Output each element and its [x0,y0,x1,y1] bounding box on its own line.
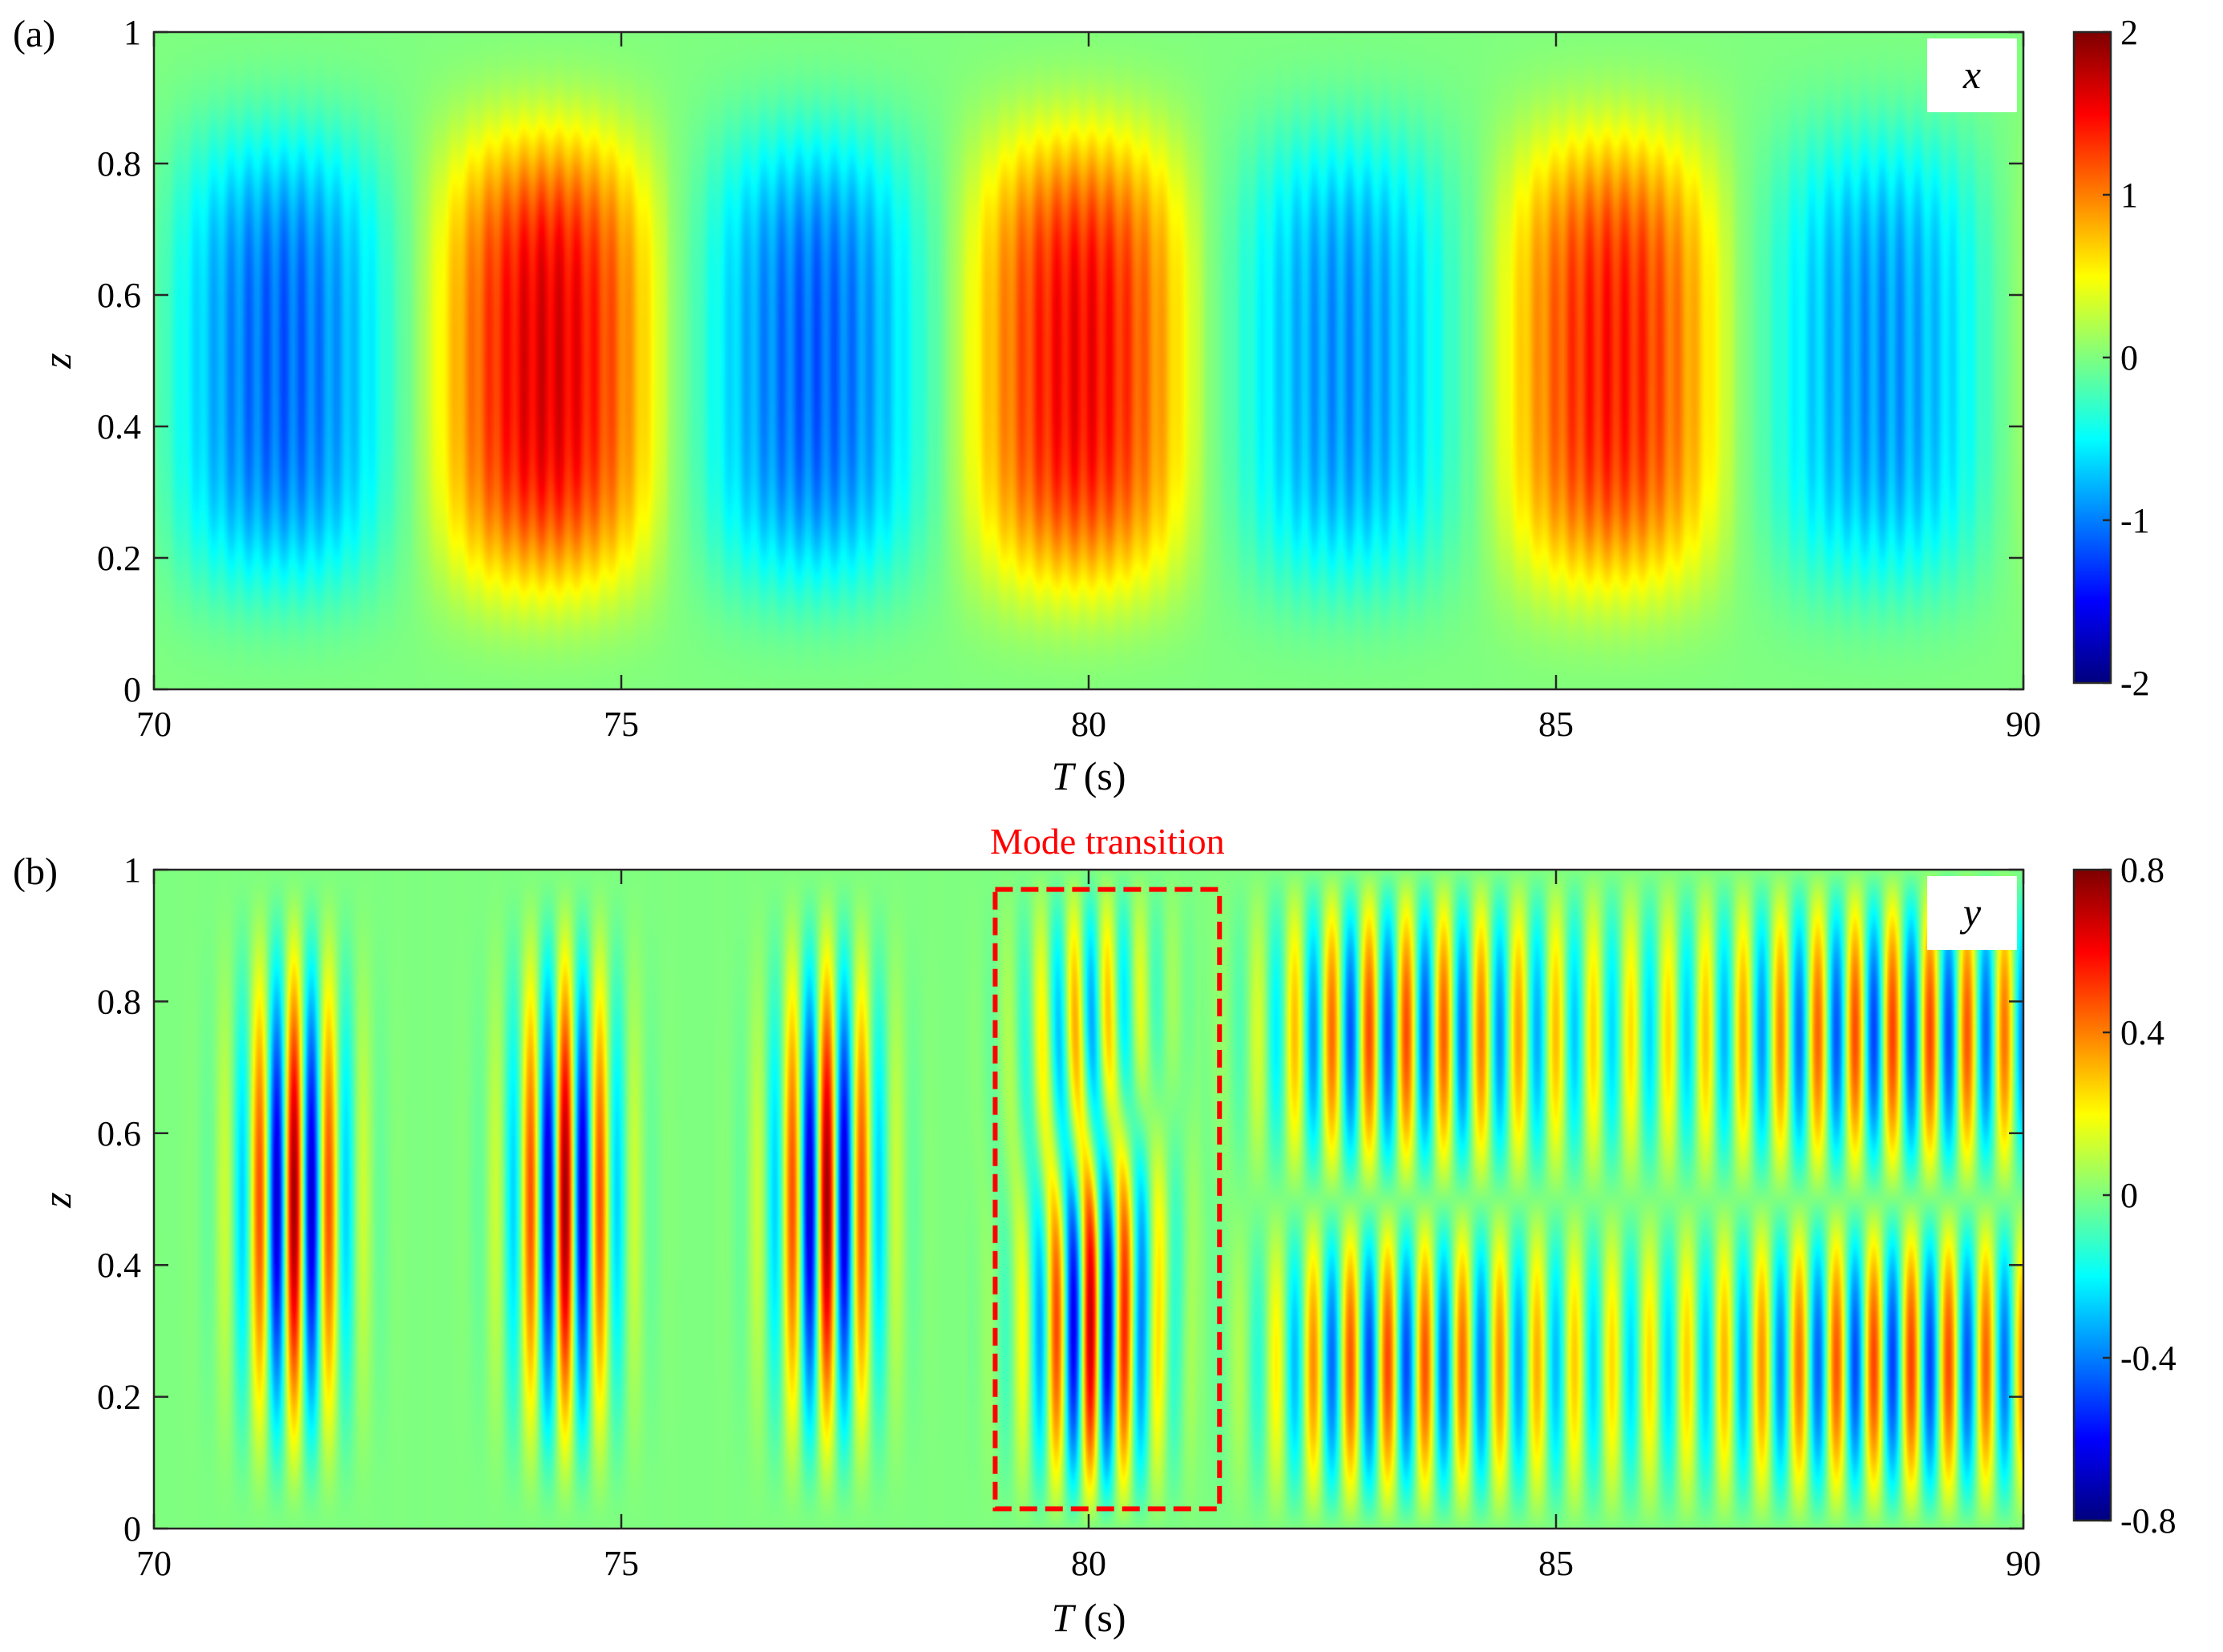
panel-a-ytick-label: 0.2 [97,539,141,578]
panel-b-xtick-label: 70 [136,1544,172,1583]
panel-a-xtick-label: 90 [2006,705,2041,744]
panel-a-variable-box [1927,38,2017,112]
panel-b-ytick-label: 0.4 [97,1246,141,1285]
panel-b-xtick-label: 80 [1071,1544,1106,1583]
panel-b: (b) 70 75 80 85 90 0 0.2 0.4 0.6 0.8 1 Mode transi… [13,821,2177,1640]
panel-b-xlabel: T (s) [1051,1595,1126,1640]
panel-b-ytick-label: 1 [123,850,141,890]
panel-b-variable-label: y [1959,890,1982,935]
panel-b-xtick-label: 85 [1538,1544,1574,1583]
panel-b-ticks: 70 75 80 85 90 0 0.2 0.4 0.6 0.8 1 [97,850,2041,1583]
panel-a-colorbar-tick-label: 0 [2120,338,2138,378]
panel-b-colorbar-tick-label: 0.4 [2120,1013,2164,1052]
panel-b-colorbar-tick-label: -0.4 [2120,1339,2177,1378]
panel-a-ticks: 70 75 80 85 90 0 0.2 0.4 0.6 0.8 1 [97,13,2041,744]
panel-a-colorbar-tick-label: -2 [2120,664,2150,703]
panel-b-colorbar-tick-label: 0 [2120,1176,2138,1215]
panel-a-heatmap [154,32,2023,689]
panel-b-heatmap [154,870,2023,1529]
panel-a-heatmap-holder [154,32,2023,689]
panel-b-ytick-label: 0 [123,1509,141,1549]
panel-a-xtick-label: 75 [604,705,639,744]
panel-a-ytick-label: 0.4 [97,407,141,446]
panel-a-ytick-label: 0.6 [97,276,141,315]
panel-a-xtick-label: 85 [1538,705,1574,744]
panel-a-colorbar-tick-label: 2 [2120,13,2138,52]
panel-b-label: (b) [13,850,58,893]
panel-a-xlabel: T (s) [1051,753,1126,798]
panel-b-ylabel: z [34,1192,79,1208]
panel-b-heatmap-holder [154,870,2023,1529]
mode-transition-label: Mode transition [990,821,1225,862]
panel-a: (a) 70 75 80 85 90 0 0.2 0.4 0.6 0.8 1 x T (s) z 2… [13,13,2150,798]
panel-a-ytick-label: 1 [123,13,141,52]
panel-a-ytick-label: 0.8 [97,144,141,184]
panel-b-ytick-label: 0.6 [97,1114,141,1153]
panel-a-xtick-label: 70 [136,705,172,744]
panel-a-colorbar-tick-label: -1 [2120,501,2150,540]
panel-b-variable-box [1927,876,2017,950]
mode-transition-box [992,887,1223,1512]
panel-b-ytick-label: 0.2 [97,1378,141,1417]
panel-b-xtick-label: 90 [2006,1544,2041,1583]
panel-b-xtick-label: 75 [604,1544,639,1583]
panel-b-colorbar-tick-label: 0.8 [2120,850,2164,890]
panel-a-xtick-label: 80 [1071,705,1106,744]
panel-b-colorbar-ticks: 0.8 0.4 0 -0.4 -0.8 [2103,850,2177,1541]
panel-a-variable-label: x [1962,52,1981,97]
panel-a-colorbar-ticks: 2 1 0 -1 -2 [2103,13,2150,703]
panel-b-colorbar-tick-label: -0.8 [2120,1501,2177,1541]
panel-a-colorbar-tick-label: 1 [2120,176,2138,215]
panel-b-ytick-label: 0.8 [97,982,141,1021]
panel-a-ytick-label: 0 [123,670,141,709]
panel-a-label: (a) [13,13,55,55]
panel-a-ylabel: z [34,353,79,369]
